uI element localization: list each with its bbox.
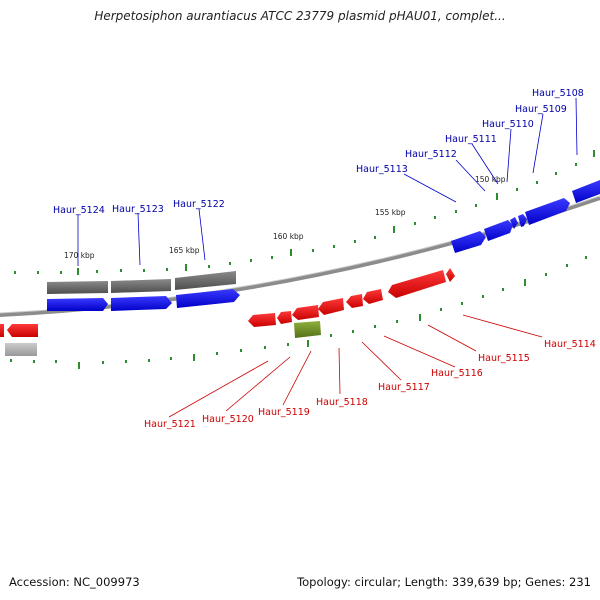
gene-label-haur-5116[interactable]: Haur_5116 xyxy=(431,368,483,379)
gene-label-haur-5108[interactable]: Haur_5108 xyxy=(532,88,584,99)
kbp-label-150: 150 kbp xyxy=(475,175,506,184)
gene-label-haur-5118[interactable]: Haur_5118 xyxy=(316,397,368,408)
gene-label-haur-5112[interactable]: Haur_5112 xyxy=(405,149,457,160)
map-title: Herpetosiphon aurantiacus ATCC 23779 pla… xyxy=(94,9,506,23)
reverse-gene-track xyxy=(0,268,455,337)
forward-leader-lines xyxy=(77,97,578,266)
gene-label-haur-5119[interactable]: Haur_5119 xyxy=(258,407,310,418)
gene-label-haur-5121[interactable]: Haur_5121 xyxy=(144,419,196,430)
gene-label-haur-5123[interactable]: Haur_5123 xyxy=(112,204,164,215)
gene-label-haur-5122[interactable]: Haur_5122 xyxy=(173,199,225,210)
kbp-label-160: 160 kbp xyxy=(273,232,304,241)
gene-label-haur-5113[interactable]: Haur_5113 xyxy=(356,164,408,175)
gene-label-haur-5110[interactable]: Haur_5110 xyxy=(482,119,534,130)
kbp-label-170: 170 kbp xyxy=(64,251,95,260)
gray-feature-track xyxy=(5,271,236,356)
kbp-label-165: 165 kbp xyxy=(169,246,200,255)
forward-gene-track xyxy=(47,180,600,311)
kbp-label-155: 155 kbp xyxy=(375,208,406,217)
gene-label-haur-5114[interactable]: Haur_5114 xyxy=(544,339,596,350)
olive-feature xyxy=(294,321,321,338)
gene-label-haur-5124[interactable]: Haur_5124 xyxy=(53,205,105,216)
gene-label-haur-5120[interactable]: Haur_5120 xyxy=(202,414,254,425)
accession-text: Accession: NC_009973 xyxy=(9,575,140,589)
inner-tick-ring xyxy=(10,256,587,369)
gene-label-haur-5109[interactable]: Haur_5109 xyxy=(515,104,567,115)
gene-label-haur-5111[interactable]: Haur_5111 xyxy=(445,134,497,145)
summary-text: Topology: circular; Length: 339,639 bp; … xyxy=(297,575,591,589)
gene-label-haur-5115[interactable]: Haur_5115 xyxy=(478,353,530,364)
reverse-leader-lines xyxy=(168,314,543,418)
gene-label-haur-5117[interactable]: Haur_5117 xyxy=(378,382,430,393)
outer-tick-ring xyxy=(14,150,595,275)
